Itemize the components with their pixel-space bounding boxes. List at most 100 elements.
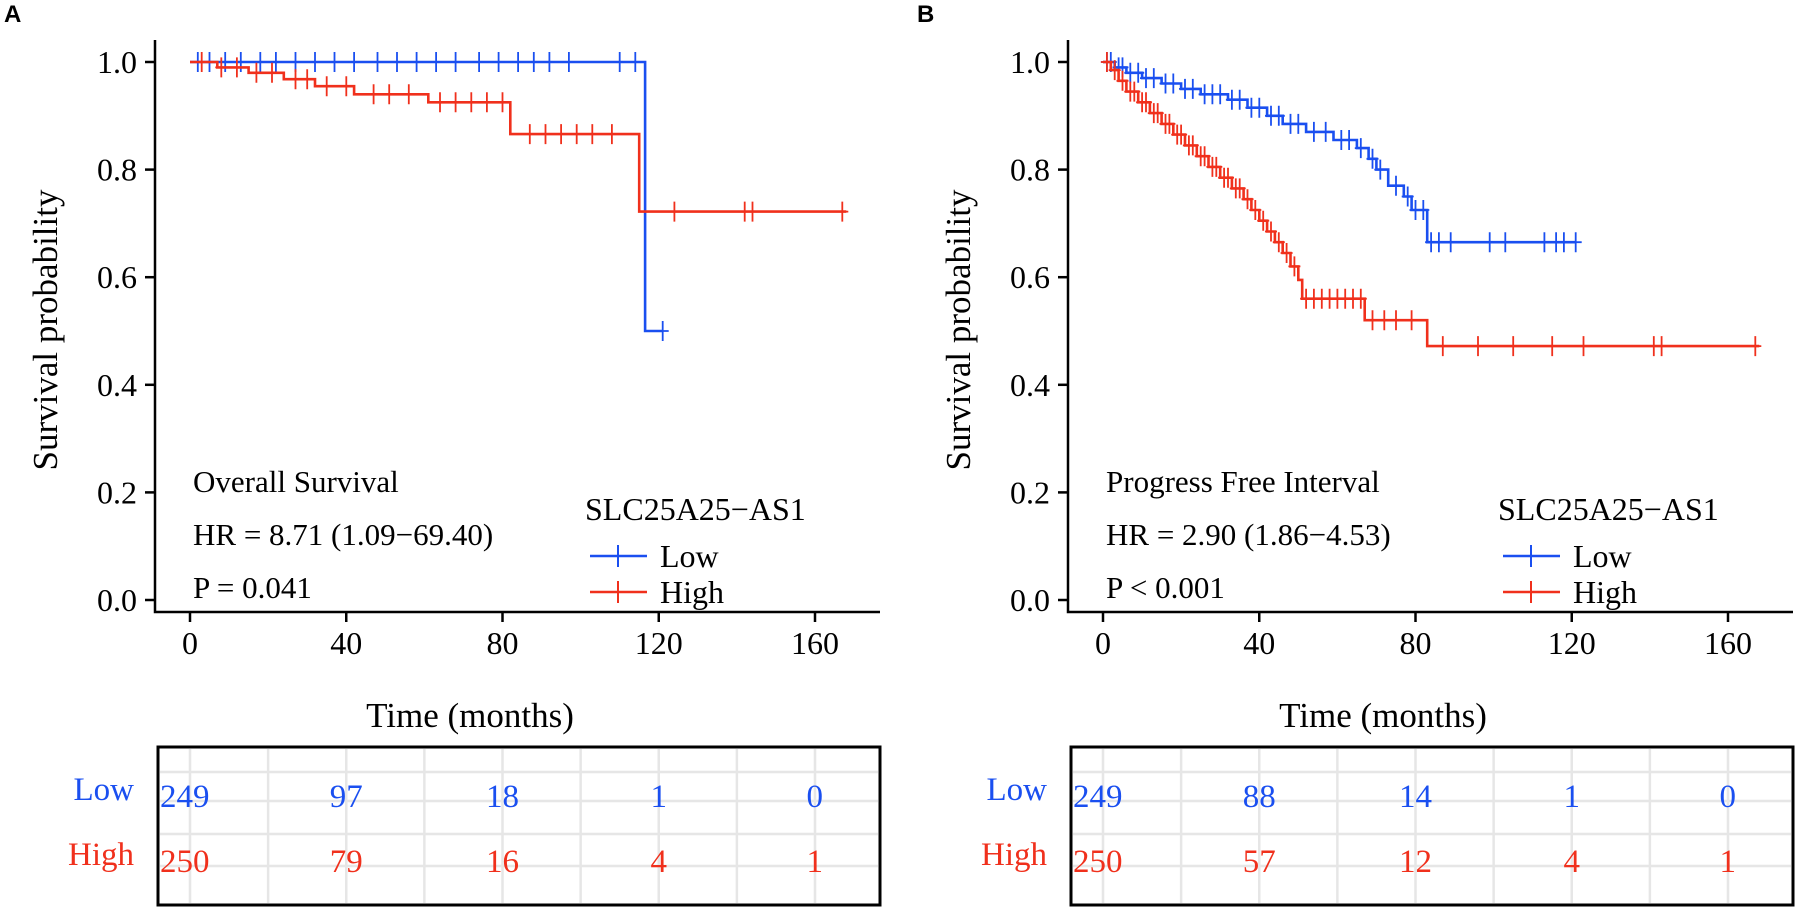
- censor-mark-high: [195, 52, 208, 72]
- censor-mark-low: [1401, 186, 1414, 207]
- censor-mark-high: [383, 84, 396, 105]
- censor-mark-low: [512, 52, 525, 72]
- censor-mark-high: [1272, 232, 1285, 253]
- x-tick-label: 40: [1243, 625, 1275, 661]
- censor-mark-high: [1749, 336, 1762, 357]
- censor-mark-low: [1569, 232, 1582, 253]
- censor-mark-high: [449, 92, 462, 113]
- censor-mark-high: [586, 124, 599, 145]
- x-axis-label: Time (months): [366, 696, 574, 735]
- risk-count-high: 1: [1720, 844, 1737, 880]
- censor-mark-low: [1374, 159, 1387, 180]
- censor-mark-high: [1222, 167, 1234, 188]
- censor-mark-low: [1499, 232, 1512, 253]
- legend-label-low: Low: [1573, 538, 1632, 574]
- y-axis-label: Survival probability: [26, 189, 65, 470]
- censor-mark-high: [289, 69, 302, 90]
- x-tick-label: 120: [635, 625, 683, 661]
- risk-row-label-low: Low: [987, 772, 1048, 808]
- censor-mark-low: [254, 52, 267, 72]
- censor-mark-high: [1257, 210, 1270, 231]
- risk-table-frame: [1069, 745, 1795, 907]
- censor-mark-low: [1390, 175, 1402, 196]
- censor-mark-high: [1577, 336, 1590, 357]
- km-curve-low: [190, 60, 663, 333]
- censor-mark-high: [266, 62, 278, 83]
- censor-mark-high: [1546, 336, 1559, 357]
- risk-count-low: 14: [1399, 779, 1432, 815]
- risk-count-high: 250: [1073, 844, 1123, 880]
- risk-row-label-low: Low: [74, 772, 135, 808]
- y-tick-label: 0.8: [1010, 152, 1050, 188]
- x-tick-label: 40: [330, 625, 362, 661]
- censor-mark-low: [1343, 130, 1356, 150]
- censor-mark-high: [1249, 200, 1262, 220]
- censor-mark-high: [320, 76, 333, 97]
- censor-mark-high: [1366, 310, 1379, 331]
- censor-mark-high: [1378, 310, 1391, 331]
- y-axis: 0.0 0.2 0.4 0.6 0.8 1.0: [1010, 44, 1068, 618]
- censor-mark-low: [430, 52, 443, 72]
- censor-mark-high: [465, 92, 478, 113]
- x-tick-label: 0: [182, 625, 198, 661]
- censor-mark-low: [473, 52, 486, 72]
- censor-mark-low: [449, 52, 462, 72]
- censor-mark-high: [555, 124, 568, 145]
- censor-mark-high: [434, 92, 446, 113]
- censor-mark-low: [1214, 84, 1227, 105]
- risk-count-low: 18: [486, 779, 519, 815]
- censor-mark-high: [1354, 288, 1367, 309]
- censor-mark-high: [1265, 221, 1277, 242]
- censor-mark-low: [309, 52, 321, 72]
- censor-mark-high: [1100, 52, 1113, 72]
- censor-mark-low: [1307, 121, 1320, 142]
- censor-mark-high: [1175, 124, 1188, 145]
- censor-mark-low: [629, 52, 642, 72]
- x-axis: 0 40 80 120 160: [1095, 612, 1752, 661]
- legend-label-low: Low: [660, 538, 719, 574]
- risk-count-high: 1: [807, 844, 824, 880]
- y-axis: 0.0 0.2 0.4 0.6 0.8 1.0: [97, 44, 155, 618]
- km-curve-high: [1103, 60, 1760, 348]
- censor-mark-low: [1319, 121, 1332, 142]
- censor-mark-low: [543, 52, 556, 72]
- y-tick-label: 0.2: [97, 474, 137, 510]
- legend-label-high: High: [660, 574, 724, 610]
- survival-type-label: Progress Free Interval: [1106, 464, 1380, 499]
- y-tick-label: 0.0: [1010, 582, 1050, 618]
- censor-mark-low: [1147, 68, 1160, 89]
- p-value-text: P = 0.041: [193, 570, 312, 605]
- panel-a: A 0.00.20.40.60.81.0 0 40 80 120 160 Time (m…: [4, 1, 882, 907]
- censor-mark-low: [348, 52, 361, 72]
- censor-mark-high: [1288, 256, 1301, 277]
- censor-mark-high: [523, 124, 536, 145]
- risk-row-label-high: High: [981, 837, 1048, 873]
- y-tick-label: 0.6: [1010, 259, 1050, 295]
- censor-mark-high: [496, 92, 509, 113]
- censor-mark-high: [367, 84, 380, 105]
- censor-mark-high: [301, 69, 314, 90]
- censor-mark-high: [230, 57, 243, 78]
- axes-frame: [153, 40, 880, 614]
- censor-mark-high: [402, 84, 415, 105]
- censor-mark-high: [1241, 189, 1254, 210]
- censor-mark-high: [1405, 310, 1418, 331]
- risk-count-high: 57: [1243, 844, 1276, 880]
- risk-table-grid: [1073, 749, 1791, 903]
- censor-mark-high: [1472, 336, 1484, 357]
- y-tick-label: 1.0: [97, 44, 137, 80]
- censor-mark-high: [480, 92, 493, 113]
- censor-mark-low: [1272, 105, 1285, 126]
- censor-mark-high: [1140, 92, 1152, 113]
- censor-mark-high: [746, 201, 759, 222]
- p-value-text: P < 0.001: [1106, 570, 1225, 605]
- y-tick-label: 0.8: [97, 152, 137, 188]
- censor-mark-high: [1116, 70, 1129, 91]
- risk-count-low: 249: [1073, 779, 1123, 815]
- x-tick-label: 120: [1548, 625, 1596, 661]
- x-tick-label: 160: [1704, 625, 1752, 661]
